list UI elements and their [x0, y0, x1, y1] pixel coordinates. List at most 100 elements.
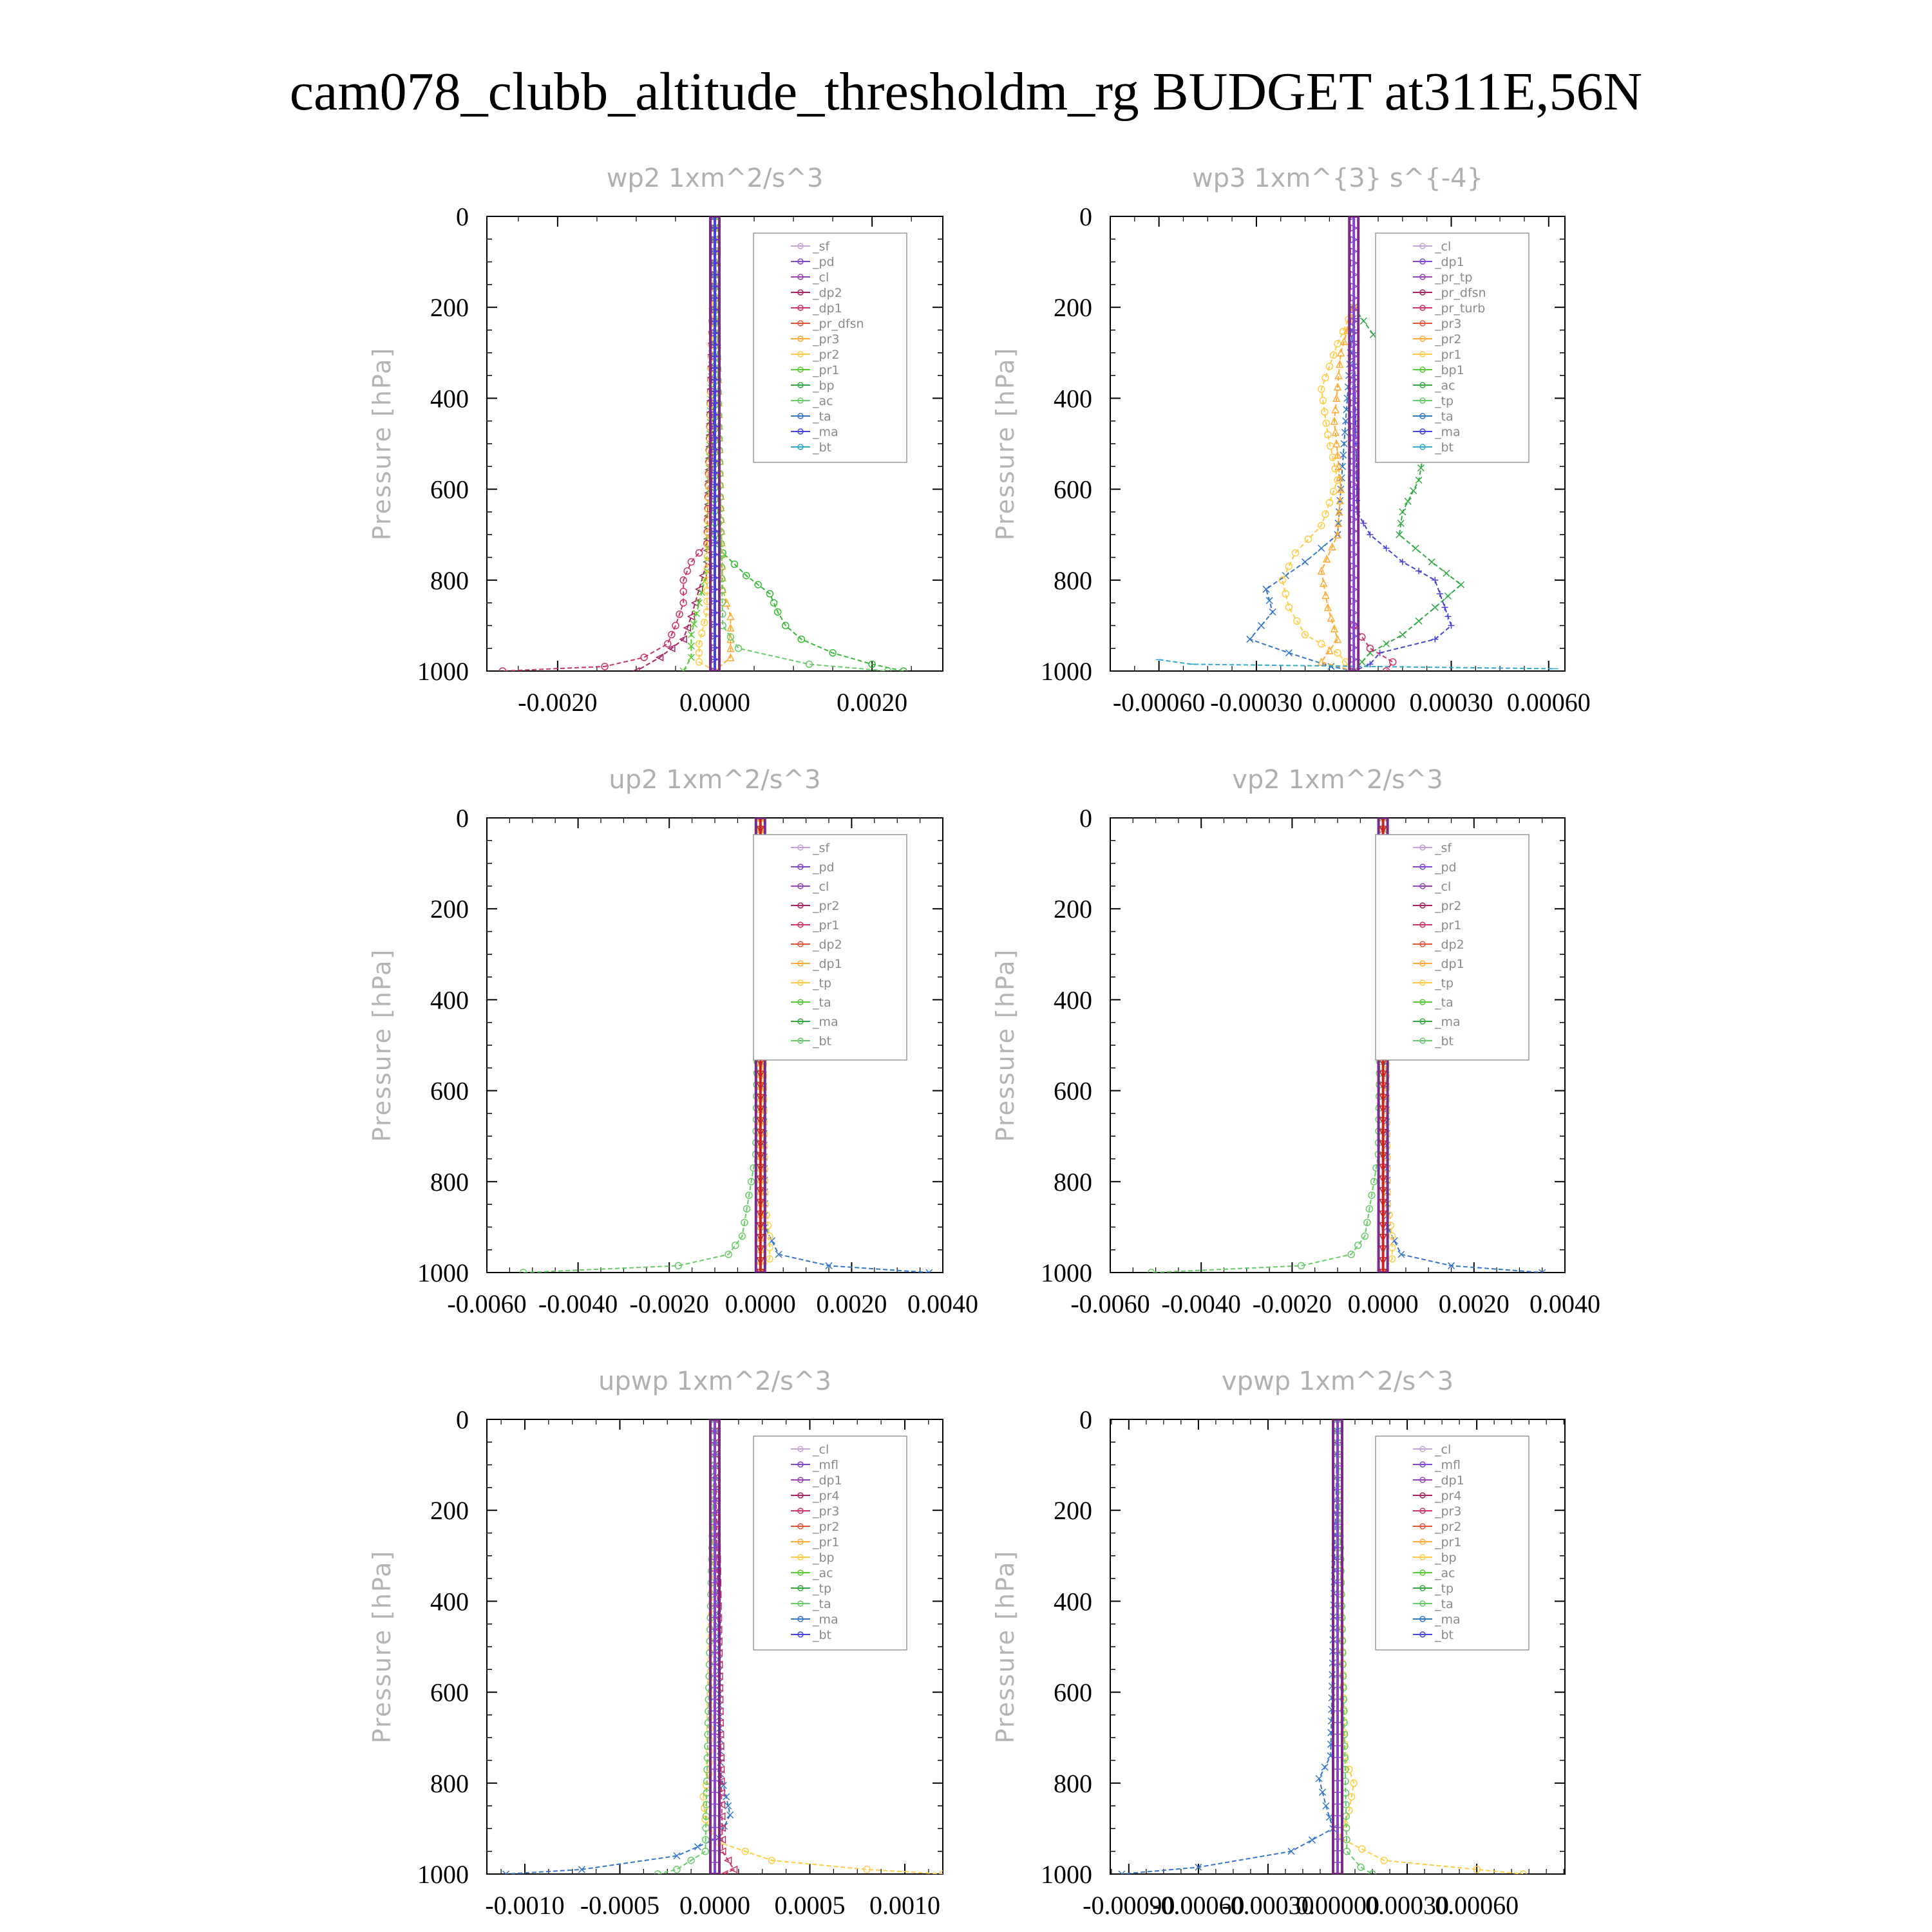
x-tick-label: 0.00000: [1296, 1891, 1379, 1920]
legend-entry: _ma: [1434, 1613, 1461, 1627]
y-tick-label: 0: [456, 1405, 469, 1434]
x-tick-label: -0.00060: [1113, 688, 1205, 717]
legend-entry: _ma: [812, 425, 838, 439]
legend-marker: [1419, 1018, 1426, 1025]
x-tick-label: 0.00060: [1507, 688, 1591, 717]
panel-title: vpwp 1xm^2/s^3: [1222, 1367, 1454, 1396]
legend-marker: [1419, 274, 1426, 280]
legend-marker: [1419, 1585, 1426, 1591]
legend-entry: _ma: [812, 1613, 838, 1627]
legend-entry: _ma: [1434, 1015, 1461, 1029]
x-tick-label: -0.0040: [538, 1289, 618, 1318]
legend-entry: _cl: [1434, 240, 1451, 254]
legend-entry: _bp1: [1434, 363, 1464, 377]
panel-title: wp3 1xm^{3} s^{-4}: [1192, 164, 1483, 193]
legend-entry: _pd: [812, 860, 835, 875]
legend-entry: _mfl: [812, 1458, 838, 1472]
series-markers-dp1: [1147, 818, 1387, 1273]
legend-entry: _pr3: [812, 1504, 839, 1519]
x-tick-label: -0.0040: [1162, 1289, 1241, 1318]
legend-entry: _bp: [1434, 1551, 1457, 1565]
series-markers-dp2: [632, 216, 719, 671]
y-tick-label: 0: [1079, 804, 1092, 833]
series-line-tp: [1249, 307, 1355, 671]
x-tick-label: -0.0010: [485, 1891, 564, 1920]
legend-entry: _pr_dfsn: [812, 317, 864, 331]
legend-entry: _ta: [812, 1597, 831, 1611]
legend-entry: _pr2: [812, 1520, 839, 1534]
legend-marker: [1419, 289, 1426, 296]
y-tick-label: 200: [430, 293, 469, 322]
legend-marker: [797, 922, 804, 928]
legend-marker: [1419, 1600, 1426, 1607]
legend-entry: _dp1: [1434, 1473, 1464, 1488]
legend-marker: [797, 1508, 804, 1514]
series-line-pr3: [714, 216, 732, 671]
legend-entry: _cl: [812, 270, 829, 285]
zero-terms-column: [709, 216, 721, 671]
x-tick-label: -0.00030: [1222, 1891, 1314, 1920]
x-tick-label: 0.00000: [1312, 688, 1396, 717]
series-markers-tp: [502, 1419, 734, 1874]
legend-marker: [797, 444, 804, 450]
legend-entry: _pr_dfsn: [1434, 286, 1486, 300]
legend-entry: _dp1: [1434, 957, 1464, 971]
legend-entry: _sf: [1434, 841, 1452, 855]
legend-marker: [1419, 922, 1426, 928]
legend-box: [753, 232, 907, 463]
series-markers-cl: [712, 1419, 718, 1874]
series-markers-tp: [1118, 1419, 1341, 1874]
legend-entry: _ta: [812, 410, 831, 424]
x-tick-label: 0.00030: [1365, 1891, 1449, 1920]
legend-entry: _tp: [812, 976, 831, 990]
y-tick-label: 800: [430, 1769, 469, 1798]
panel-title: up2 1xm^2/s^3: [609, 765, 820, 795]
panel-title: upwp 1xm^2/s^3: [598, 1367, 831, 1396]
chart-panel-2: wp3 1xm^{3} s^{-4} Pressure [hPa] 0 200 400 6…: [991, 164, 1591, 717]
chart-panel-5: upwp 1xm^2/s^3 Pressure [hPa] 0 200 400 600 80…: [368, 1367, 943, 1920]
legend-entry: _pr3: [1434, 1504, 1461, 1519]
y-tick-label: 0: [456, 202, 469, 231]
legend-entry: _dp1: [812, 301, 842, 316]
legend-marker: [797, 289, 804, 296]
y-tick-label: 200: [1054, 895, 1092, 923]
legend-marker: [797, 883, 804, 889]
series-markers-cl: [1334, 1419, 1341, 1874]
y-tick-label: 600: [430, 1077, 469, 1106]
x-tick-label: -0.0005: [580, 1891, 659, 1920]
x-tick-label: 0.0000: [679, 688, 750, 717]
y-tick-label: 1000: [417, 1860, 469, 1889]
chart-panel-3: up2 1xm^2/s^3 Pressure [hPa] 0 200 400 600 800…: [368, 765, 978, 1318]
y-tick-label: 200: [430, 895, 469, 923]
legend-entry: _pd: [812, 255, 835, 269]
y-tick-label: 1000: [417, 1258, 469, 1287]
series-group: [502, 1419, 943, 1874]
y-axis-label: Pressure [hPa]: [368, 949, 396, 1142]
legend-marker: [1419, 1492, 1426, 1499]
y-axis-label: Pressure [hPa]: [991, 949, 1019, 1142]
x-tick-label: -0.0020: [1253, 1289, 1332, 1318]
series-markers-ma: [1155, 659, 1558, 670]
legend-marker: [797, 428, 804, 435]
x-tick-label: 0.0040: [1530, 1289, 1600, 1318]
legend-entry: _bp: [812, 379, 835, 393]
chart-panel-1: wp2 1xm^2/s^3 Pressure [hPa] 0 200 400 600 800…: [368, 164, 943, 717]
legend-entry: _ac: [812, 394, 833, 408]
y-tick-label: 400: [1054, 1587, 1092, 1616]
legend-marker: [1419, 444, 1426, 450]
legend-marker: [1419, 1508, 1426, 1514]
legend-entry: _bp: [812, 1551, 835, 1565]
x-tick-label: 0.0010: [869, 1891, 940, 1920]
y-tick-label: 400: [430, 985, 469, 1014]
y-tick-label: 800: [430, 1168, 469, 1197]
legend-marker: [1419, 428, 1426, 435]
figure-title: cam078_clubb_altitude_thresholdm_rg BUDG…: [290, 62, 1642, 122]
y-tick-label: 400: [430, 384, 469, 413]
legend-marker: [1419, 1539, 1426, 1545]
panel-title: vp2 1xm^2/s^3: [1232, 765, 1443, 795]
legend-entry: _dp1: [1434, 255, 1464, 269]
x-tick-label: -0.0060: [1070, 1289, 1150, 1318]
legend-marker: [797, 1492, 804, 1499]
legend-entry: _pr1: [1434, 348, 1461, 362]
legend-entry: _ac: [1434, 1566, 1455, 1580]
